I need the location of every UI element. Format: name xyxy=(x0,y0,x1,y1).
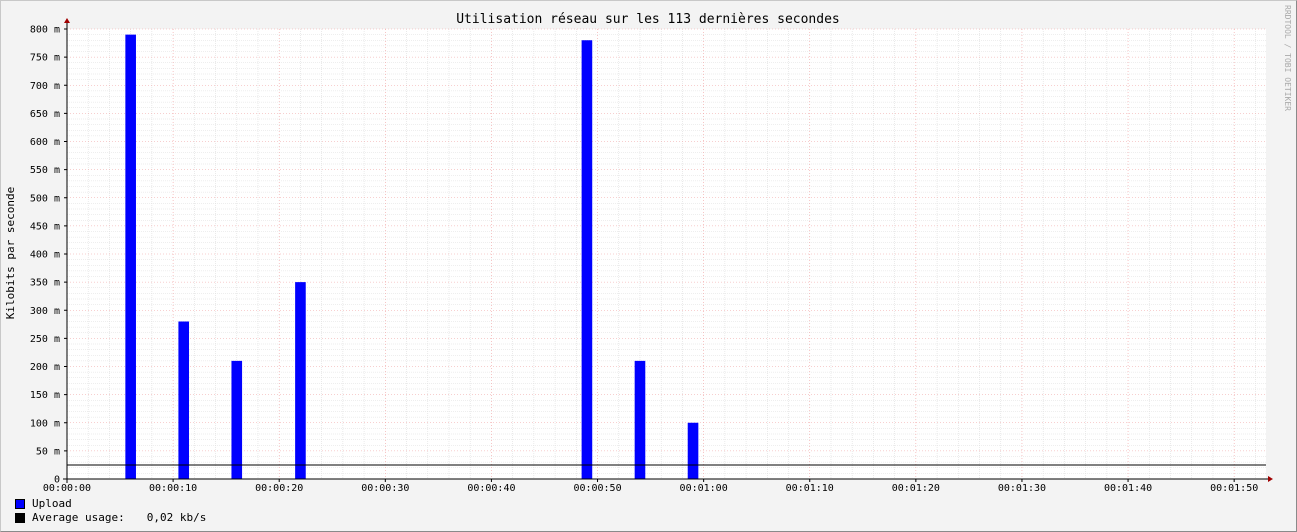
y-tick-label: 700 m xyxy=(30,81,60,92)
legend-upload: Upload xyxy=(15,497,72,510)
upload-bar xyxy=(231,360,243,479)
upload-legend-label: Upload xyxy=(32,497,72,510)
y-tick-label: 100 m xyxy=(30,418,60,429)
y-tick-label: 550 m xyxy=(30,165,60,176)
y-tick-label: 150 m xyxy=(30,390,60,401)
upload-bar xyxy=(125,34,136,479)
average-legend-label: Average usage: xyxy=(32,511,125,524)
upload-bar xyxy=(178,321,190,479)
y-tick-label: 750 m xyxy=(30,53,60,64)
x-tick-label: 00:00:20 xyxy=(255,483,303,494)
average-legend-value: 0,02 kb/s xyxy=(146,511,207,524)
chart-title: Utilisation réseau sur les 113 dernières… xyxy=(456,12,840,27)
upload-bar xyxy=(634,360,646,479)
y-tick-label: 600 m xyxy=(30,137,60,148)
x-tick-label: 00:00:00 xyxy=(43,483,91,494)
major-grid xyxy=(67,28,1266,479)
y-tick-label: 650 m xyxy=(30,109,60,120)
axes xyxy=(63,18,1273,483)
x-tick-label: 00:00:10 xyxy=(149,483,197,494)
y-tick-label: 350 m xyxy=(30,278,60,289)
y-tick-label: 200 m xyxy=(30,362,60,373)
x-tick-label: 00:01:20 xyxy=(892,483,940,494)
upload-bar xyxy=(687,422,699,479)
upload-bar xyxy=(295,282,306,479)
y-tick-label: 800 m xyxy=(30,25,60,36)
y-tick-label: 50 m xyxy=(36,446,60,457)
plot-area xyxy=(67,29,1266,479)
y-tick-label: 500 m xyxy=(30,193,60,204)
y-tick-label: 400 m xyxy=(30,250,60,261)
y-tick-label: 450 m xyxy=(30,221,60,232)
x-tick-label: 00:01:00 xyxy=(680,483,728,494)
upload-bar xyxy=(581,40,593,479)
average-swatch xyxy=(15,512,25,523)
x-axis-arrow xyxy=(1268,476,1273,482)
y-axis-arrow xyxy=(64,18,70,23)
legend-average: Average usage: 0,02 kb/s xyxy=(15,511,206,524)
x-tick-label: 00:00:40 xyxy=(467,483,515,494)
y-tick-labels: 0 50 m 100 m 150 m 200 m 250 m 300 m 350 m 400 m… xyxy=(30,25,67,486)
x-tick-labels: 00:00:00 00:00:10 00:00:20 00:00:30 00:00:40… xyxy=(43,479,1258,494)
rrdtool-watermark: RRDTOOL / TOBI OETIKER xyxy=(1283,5,1292,111)
x-tick-label: 00:00:30 xyxy=(361,483,409,494)
x-tick-label: 00:01:30 xyxy=(998,483,1046,494)
y-axis-label: Kilobits par seconde xyxy=(4,187,17,319)
x-tick-label: 00:01:40 xyxy=(1104,483,1152,494)
x-tick-label: 00:01:10 xyxy=(786,483,834,494)
minor-grid xyxy=(67,29,1266,479)
x-tick-label: 00:01:50 xyxy=(1210,483,1258,494)
y-tick-label: 0 xyxy=(54,475,60,486)
x-tick-label: 00:00:50 xyxy=(573,483,621,494)
upload-bars xyxy=(125,34,699,479)
y-tick-label: 250 m xyxy=(30,334,60,345)
y-tick-label: 300 m xyxy=(30,306,60,317)
upload-swatch xyxy=(15,498,25,509)
